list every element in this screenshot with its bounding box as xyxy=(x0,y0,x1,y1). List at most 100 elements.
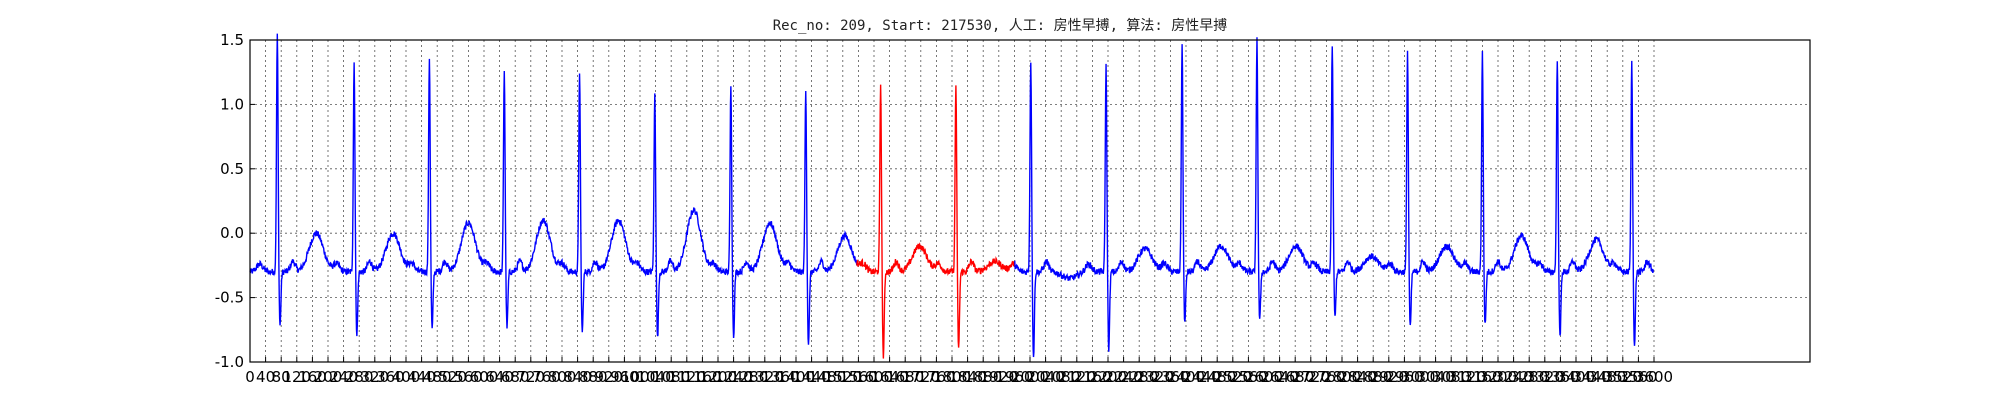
x-tick-label: 2680 xyxy=(1276,368,1314,386)
x-tick-label: 840 xyxy=(563,368,592,386)
x-tick-label: 1640 xyxy=(871,368,909,386)
y-tick-label: 0.0 xyxy=(220,224,244,242)
x-tick-label: 3080 xyxy=(1432,368,1470,386)
x-tick-label: 0 xyxy=(245,368,255,386)
x-tick-label: 2360 xyxy=(1151,368,1189,386)
y-tick-label: 1.5 xyxy=(220,31,244,49)
x-tick-label: 3160 xyxy=(1463,368,1501,386)
x-tick-label: 3400 xyxy=(1557,368,1595,386)
x-tick-label: 2960 xyxy=(1385,368,1423,386)
y-tick-label: 0.5 xyxy=(220,160,244,178)
x-tick-label: 680 xyxy=(501,368,530,386)
x-tick-label: 1800 xyxy=(933,368,971,386)
x-tick-label: 1280 xyxy=(730,368,768,386)
x-tick-label: 320 xyxy=(360,368,389,386)
x-tick-label: 3520 xyxy=(1604,368,1642,386)
x-tick-label: 520 xyxy=(438,368,467,386)
x-tick-label: 1240 xyxy=(715,368,753,386)
x-tick-label: 1680 xyxy=(886,368,924,386)
x-tick-label: 80 xyxy=(272,368,291,386)
x-tick-label: 960 xyxy=(610,368,639,386)
x-tick-label: 2600 xyxy=(1245,368,1283,386)
x-tick-label: 400 xyxy=(392,368,421,386)
x-tick-label: 1960 xyxy=(995,368,1033,386)
x-tick-label: 2800 xyxy=(1323,368,1361,386)
ecg-trace-normal xyxy=(249,33,858,345)
x-tick-label: 2520 xyxy=(1214,368,1252,386)
x-tick-label: 1720 xyxy=(902,368,940,386)
x-tick-label: 1880 xyxy=(964,368,1002,386)
x-tick-label: 1360 xyxy=(761,368,799,386)
x-tick-label: 920 xyxy=(594,368,623,386)
y-axis-ticks: -1.0 -0.5 0.0 0.5 1.0 1.5 xyxy=(215,31,255,371)
x-tick-label: 640 xyxy=(485,368,514,386)
x-tick-label: 2760 xyxy=(1307,368,1345,386)
x-tick-label: 760 xyxy=(532,368,561,386)
x-tick-label: 120 xyxy=(282,368,311,386)
x-tick-label: 1080 xyxy=(652,368,690,386)
x-tick-label: 2480 xyxy=(1198,368,1236,386)
x-tick-label: 3440 xyxy=(1573,368,1611,386)
chart-title: Rec_no: 209, Start: 217530, 人工: 房性早搏, 算法… xyxy=(773,17,1228,34)
x-tick-label: 2040 xyxy=(1027,368,1065,386)
ecg-trace-premature-beat xyxy=(856,84,1015,359)
x-tick-label: 1560 xyxy=(839,368,877,386)
x-tick-label: 1160 xyxy=(683,368,721,386)
x-tick-label: 1760 xyxy=(917,368,955,386)
ecg-trace-normal xyxy=(1013,37,1654,358)
y-tick-label: -0.5 xyxy=(215,289,244,307)
x-tick-label: 3560 xyxy=(1619,368,1657,386)
x-tick-label: 1040 xyxy=(637,368,675,386)
x-tick-label: 1400 xyxy=(777,368,815,386)
y-tick-label: 1.0 xyxy=(220,95,244,113)
x-tick-label: 3280 xyxy=(1510,368,1548,386)
x-tick-label: 2320 xyxy=(1136,368,1174,386)
x-tick-label: 1520 xyxy=(824,368,862,386)
x-tick-label: 1320 xyxy=(746,368,784,386)
y-tick-label: -1.0 xyxy=(215,353,244,371)
x-tick-label: 600 xyxy=(470,368,499,386)
x-tick-label: 2840 xyxy=(1339,368,1377,386)
x-tick-label: 720 xyxy=(516,368,545,386)
x-axis-ticks: 0 408012016020024028032036040044048052056… xyxy=(245,357,1673,386)
x-tick-label: 2240 xyxy=(1105,368,1143,386)
x-tick-label: 3320 xyxy=(1526,368,1564,386)
x-tick-label: 3480 xyxy=(1588,368,1626,386)
x-tick-label: 440 xyxy=(407,368,436,386)
x-tick-label: 3240 xyxy=(1495,368,1533,386)
x-tick-label: 3200 xyxy=(1479,368,1517,386)
x-tick-label: 2160 xyxy=(1073,368,1111,386)
x-tick-label: 200 xyxy=(314,368,343,386)
x-tick-label: 2400 xyxy=(1167,368,1205,386)
x-tick-label: 2120 xyxy=(1058,368,1096,386)
x-tick-label: 2080 xyxy=(1042,368,1080,386)
x-tick-label: 1480 xyxy=(808,368,846,386)
x-tick-label: 1120 xyxy=(668,368,706,386)
x-tick-label: 1600 xyxy=(855,368,893,386)
x-tick-label: 1920 xyxy=(980,368,1018,386)
x-tick-label: 40 xyxy=(256,368,275,386)
x-tick-label: 3000 xyxy=(1401,368,1439,386)
x-tick-label: 2560 xyxy=(1229,368,1267,386)
x-tick-label: 2640 xyxy=(1261,368,1299,386)
x-tick-label: 800 xyxy=(548,368,577,386)
x-tick-label: 1440 xyxy=(793,368,831,386)
x-tick-label: 560 xyxy=(454,368,483,386)
x-tick-label: 280 xyxy=(345,368,374,386)
x-tick-label: 2200 xyxy=(1089,368,1127,386)
x-tick-label: 2920 xyxy=(1370,368,1408,386)
x-tick-label: 2880 xyxy=(1354,368,1392,386)
x-tick-label: 3040 xyxy=(1417,368,1455,386)
x-tick-label: 2440 xyxy=(1183,368,1221,386)
x-tick-label: 1200 xyxy=(699,368,737,386)
x-tick-label: 1840 xyxy=(949,368,987,386)
x-tick-label: 2720 xyxy=(1292,368,1330,386)
x-tick-label: 3360 xyxy=(1541,368,1579,386)
x-tick-label: 1000 xyxy=(621,368,659,386)
x-tick-label: 160 xyxy=(298,368,327,386)
x-tick-label: 3600 xyxy=(1635,368,1673,386)
x-tick-label: 2280 xyxy=(1120,368,1158,386)
x-tick-label: 880 xyxy=(579,368,608,386)
x-tick-label: 3120 xyxy=(1448,368,1486,386)
